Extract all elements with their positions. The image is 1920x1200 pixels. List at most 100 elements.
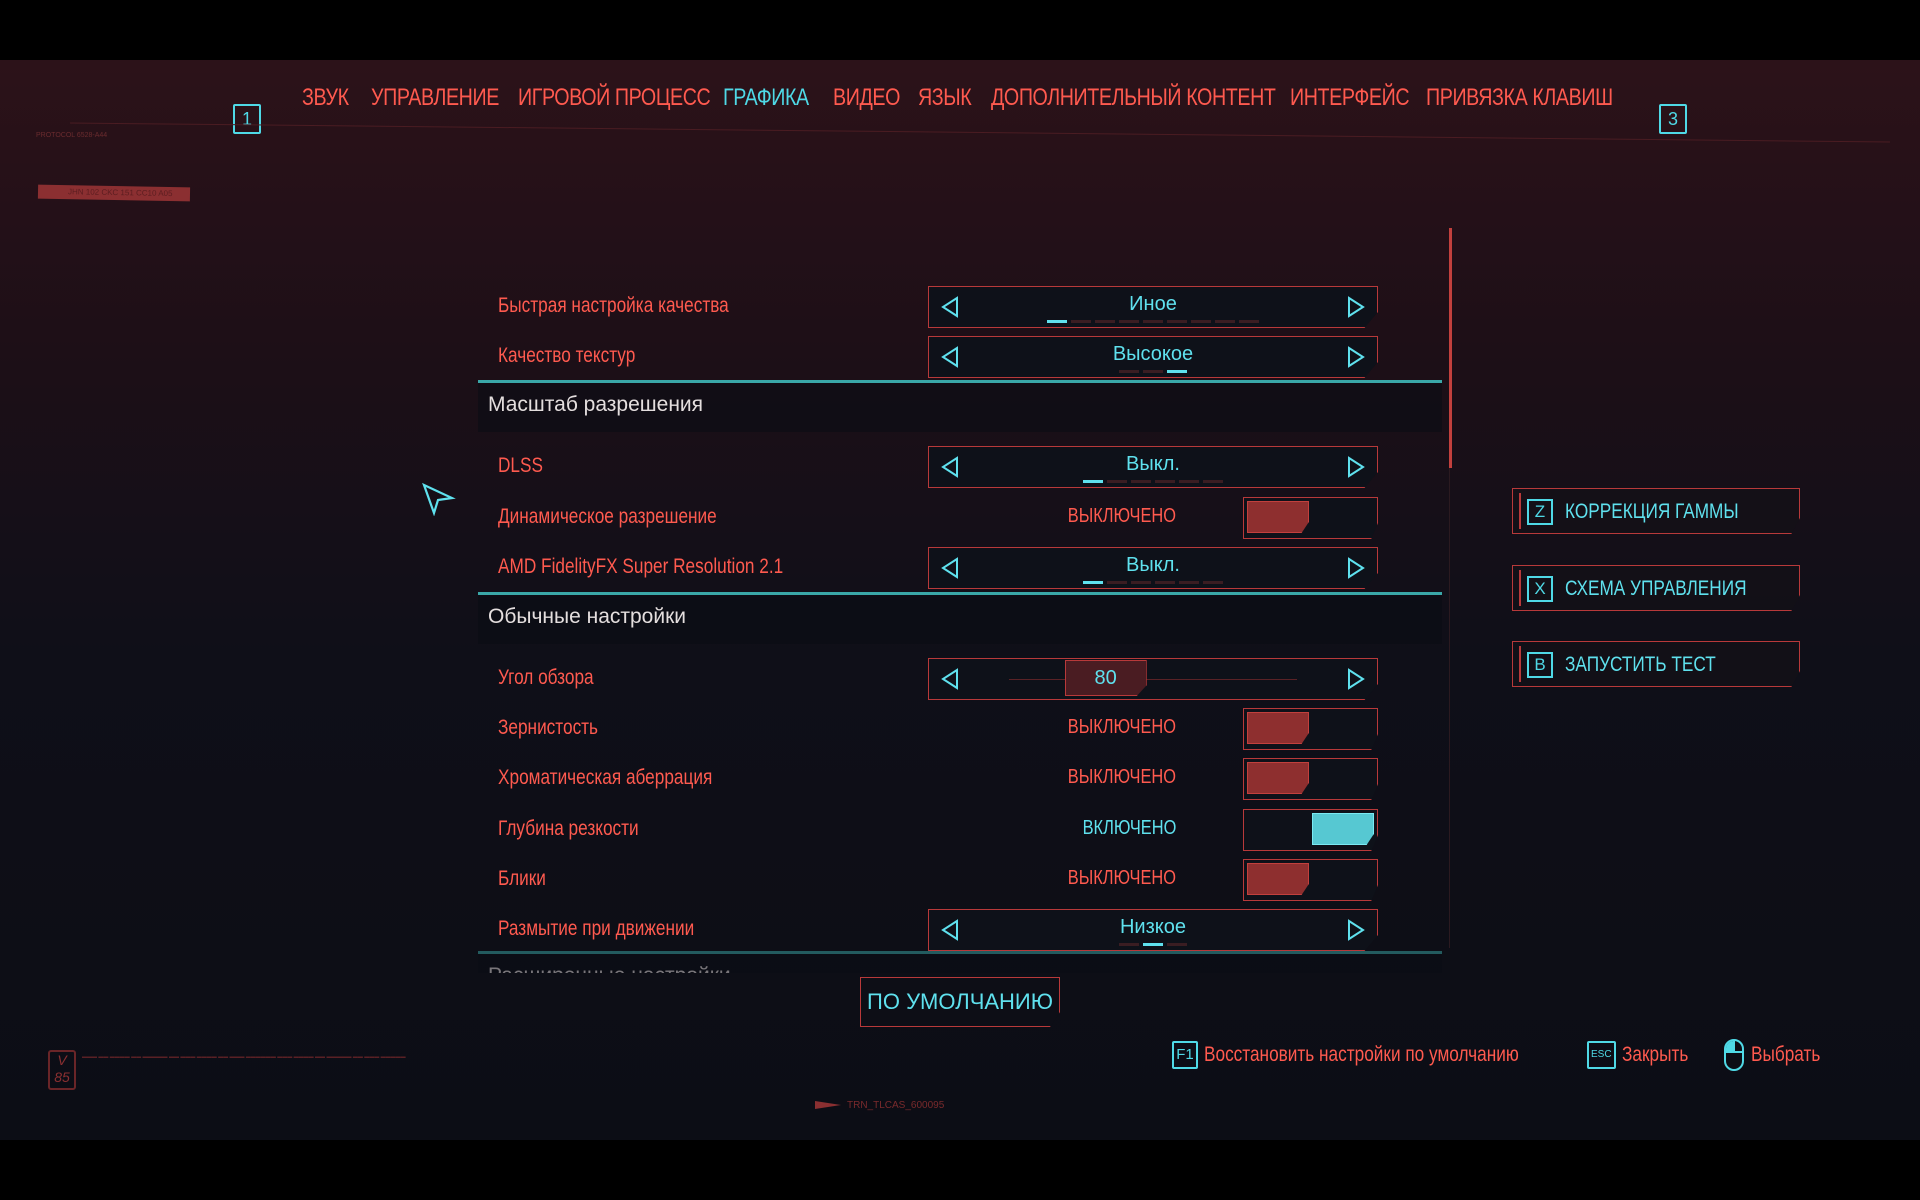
tab-6[interactable]: ЯЗЫК — [918, 84, 983, 112]
button-label: КОРРЕКЦИЯ ГАММЫ — [1565, 500, 1739, 523]
option-tick — [1203, 480, 1223, 483]
side-button-коррекция-гаммы[interactable]: Z КОРРЕКЦИЯ ГАММЫ — [1512, 488, 1800, 534]
toggle-switch[interactable] — [1243, 708, 1378, 750]
tab-label: ГРАФИКА — [723, 84, 809, 111]
scrollbar-thumb[interactable] — [1449, 228, 1452, 468]
default-button[interactable]: ПО УМОЛЧАНИЮ — [860, 977, 1060, 1027]
next-tab-key[interactable]: 3 — [1659, 104, 1687, 134]
option-tick — [1167, 370, 1187, 373]
arrow-left-icon[interactable] — [939, 668, 961, 690]
option-selector[interactable]: Высокое — [928, 336, 1378, 378]
setting-label: Качество текстур — [498, 344, 636, 367]
tab-3[interactable]: ИГРОВОЙ ПРОЦЕСС — [518, 84, 753, 112]
option-tick — [1143, 943, 1163, 946]
option-selector[interactable]: Выкл. — [928, 547, 1378, 589]
toggle-switch[interactable] — [1243, 859, 1378, 901]
selector-value: Выкл. — [1126, 453, 1180, 475]
option-tick — [1047, 320, 1067, 323]
tab-9[interactable]: ПРИВЯЗКА КЛАВИШ — [1426, 84, 1654, 112]
tab-label: ЗВУК — [302, 84, 349, 111]
setting-label: Зернистость — [498, 716, 599, 739]
tab-1[interactable]: ЗВУК — [302, 84, 359, 112]
setting-label: Глубина резкости — [498, 817, 639, 840]
option-tick — [1167, 943, 1187, 946]
tab-label: ВИДЕО — [833, 84, 900, 111]
toggle-knob — [1247, 863, 1309, 895]
setting-label: Быстрая настройка качества — [498, 294, 729, 317]
toggle-status: ВЫКЛЮЧЕНО — [1067, 867, 1176, 889]
section-title: Расширенные настройки — [488, 964, 731, 973]
option-tick — [1119, 320, 1139, 323]
arrow-right-icon[interactable] — [1345, 919, 1367, 941]
toggle-switch[interactable] — [1243, 497, 1378, 539]
option-tick — [1071, 320, 1091, 323]
option-ticks — [1119, 943, 1187, 946]
fine-print-decor: ▬▬▬ ▬▬ ▬▬▬▬ ▬▬ ▬▬▬▬▬ ▬▬ ▬▬▬ ▬▬▬▬ ▬▬ ▬▬▬ … — [82, 1054, 406, 1060]
arrow-left-icon[interactable] — [939, 919, 961, 941]
tab-7[interactable]: ДОПОЛНИТЕЛЬНЫЙ КОНТЕНТ — [991, 84, 1338, 112]
toggle-status: ВЫКЛЮЧЕНО — [1067, 505, 1176, 527]
slider-track[interactable] — [1009, 679, 1297, 680]
option-tick — [1167, 320, 1187, 323]
option-selector[interactable]: Выкл. — [928, 446, 1378, 488]
prev-tab-key[interactable]: 1 — [233, 104, 261, 134]
option-ticks — [1083, 581, 1223, 584]
tab-4[interactable]: ГРАФИКА — [723, 84, 828, 112]
tab-label: ИНТЕРФЕЙС — [1290, 84, 1410, 111]
setting-label: Блики — [498, 867, 546, 890]
option-tick — [1119, 370, 1139, 373]
tab-label: ИГРОВОЙ ПРОЦЕСС — [518, 84, 711, 111]
trn-code: TRN_TLCAS_600095 — [815, 1100, 944, 1111]
setting-row: Хроматическая аберрация ВЫКЛЮЧЕНО — [478, 754, 1438, 804]
option-tick — [1095, 320, 1115, 323]
hint-close[interactable]: ESC Закрыть — [1587, 1038, 1702, 1072]
selector-value: Высокое — [1112, 343, 1194, 365]
setting-row: Зернистость ВЫКЛЮЧЕНО — [478, 704, 1438, 754]
divider — [70, 122, 1890, 143]
hint-restore-defaults[interactable]: F1 Восстановить настройки по умолчанию — [1172, 1038, 1588, 1072]
toggle-status: ВЫКЛЮЧЕНО — [1067, 716, 1176, 738]
toggle-knob — [1247, 762, 1309, 794]
option-tick — [1203, 581, 1223, 584]
arrow-right-icon[interactable] — [1345, 557, 1367, 579]
option-ticks — [1047, 320, 1259, 323]
scrollbar-track[interactable] — [1449, 228, 1450, 948]
option-tick — [1191, 320, 1211, 323]
arrow-left-icon[interactable] — [939, 346, 961, 368]
tab-label: ПРИВЯЗКА КЛАВИШ — [1426, 84, 1613, 111]
side-button-запустить-тест[interactable]: B ЗАПУСТИТЬ ТЕСТ — [1512, 641, 1800, 687]
settings-screen: 1 ЗВУК УПРАВЛЕНИЕ ИГРОВОЙ ПРОЦЕСС ГРАФИКА ВИ… — [0, 60, 1920, 1140]
option-tick — [1083, 581, 1103, 584]
button-label: СХЕМА УПРАВЛЕНИЯ — [1565, 577, 1747, 600]
arrow-right-icon[interactable] — [1345, 346, 1367, 368]
toggle-switch[interactable] — [1243, 809, 1378, 851]
arrow-right-icon[interactable] — [1345, 296, 1367, 318]
side-button-схема-управления[interactable]: X СХЕМА УПРАВЛЕНИЯ — [1512, 565, 1800, 611]
arrow-left-icon[interactable] — [939, 557, 961, 579]
option-tick — [1239, 320, 1259, 323]
option-tick — [1215, 320, 1235, 323]
setting-row: Блики ВЫКЛЮЧЕНО — [478, 855, 1438, 905]
option-tick — [1107, 480, 1127, 483]
tab-2[interactable]: УПРАВЛЕНИЕ — [371, 84, 527, 112]
setting-row: DLSS Выкл. — [478, 442, 1438, 492]
tab-5[interactable]: ВИДЕО — [833, 84, 915, 112]
key-badge: F1 — [1172, 1041, 1198, 1069]
toggle-switch[interactable] — [1243, 758, 1378, 800]
fov-slider[interactable]: 80 — [928, 658, 1378, 700]
arrow-right-icon[interactable] — [1345, 456, 1367, 478]
slider-thumb[interactable]: 80 — [1064, 660, 1147, 696]
hint-select[interactable]: Выбрать — [1723, 1038, 1836, 1072]
option-selector[interactable]: Иное — [928, 286, 1378, 328]
tab-8[interactable]: ИНТЕРФЕЙС — [1290, 84, 1435, 112]
settings-list: Быстрая настройка качества Иное Качество т… — [478, 220, 1444, 980]
toggle-knob — [1247, 712, 1309, 744]
arrow-right-icon[interactable] — [1345, 668, 1367, 690]
toggle-status: ВКЛЮЧЕНО — [1082, 817, 1176, 839]
arrow-left-icon[interactable] — [939, 296, 961, 318]
arrow-left-icon[interactable] — [939, 456, 961, 478]
option-selector[interactable]: Низкое — [928, 909, 1378, 951]
hint-label: Выбрать — [1751, 1043, 1821, 1066]
section-header: Обычные настройки — [478, 592, 1442, 644]
tab-label: ДОПОЛНИТЕЛЬНЫЙ КОНТЕНТ — [991, 84, 1276, 111]
